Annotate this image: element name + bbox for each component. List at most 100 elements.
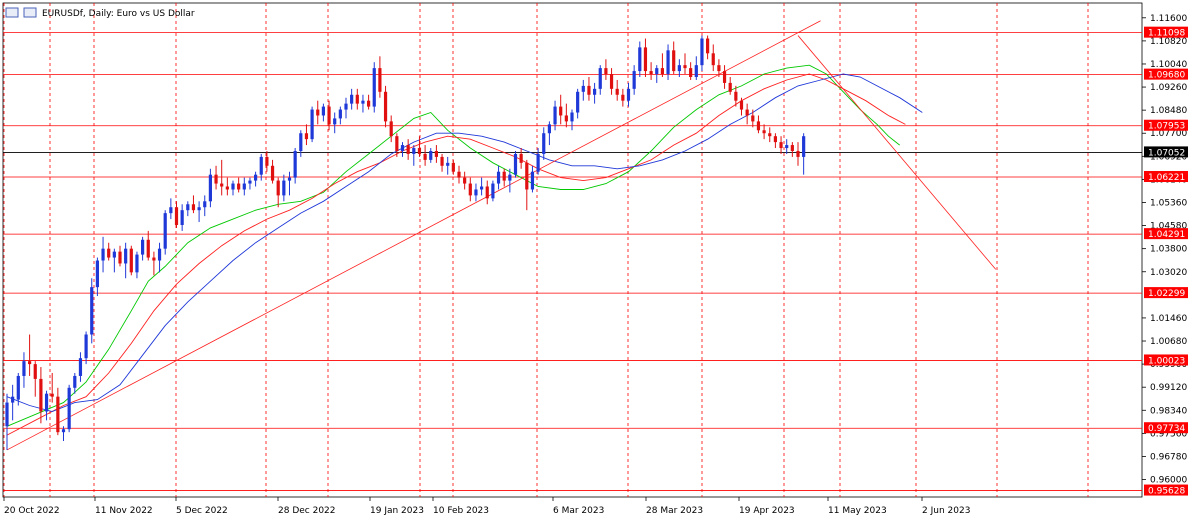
bull-candle: [598, 65, 602, 95]
candle-body: [220, 183, 224, 187]
bull-candle: [208, 168, 212, 208]
bear-candle: [129, 245, 133, 276]
candle-body: [722, 71, 727, 83]
bear-candle: [457, 165, 461, 184]
bear-candle: [711, 44, 715, 72]
bull-candle: [513, 150, 518, 178]
bear-candle: [276, 177, 280, 208]
bull-candle: [350, 88, 354, 110]
price-tick-label: 0.98340: [1150, 406, 1187, 416]
bear-candle: [237, 177, 241, 193]
bull-candle: [78, 352, 83, 382]
candle-body: [429, 150, 433, 160]
trend-line: [797, 35, 997, 270]
price-tick-label: 0.99120: [1150, 383, 1187, 393]
bull-candle: [677, 59, 681, 77]
candle-body: [706, 38, 710, 54]
candle-body: [33, 364, 37, 379]
candle-body: [355, 94, 359, 104]
bear-candle: [389, 115, 393, 143]
candle-body: [78, 358, 83, 376]
bull-candle: [802, 133, 806, 175]
bear-candle: [796, 142, 800, 166]
bull-candle: [576, 88, 580, 119]
bull-candle: [333, 112, 337, 134]
candle-body: [107, 248, 111, 258]
price-tick-label: 1.10820: [1150, 37, 1187, 47]
bear-candle: [265, 150, 269, 172]
candle-body: [576, 91, 580, 113]
bull-candle: [412, 145, 416, 166]
candle-body: [225, 186, 229, 190]
chart-properties-icon[interactable]: [23, 7, 37, 18]
time-tick-label: 10 Feb 2023: [433, 506, 489, 516]
candle-body: [446, 162, 450, 166]
candle-body: [28, 361, 32, 365]
candle-body: [265, 156, 269, 166]
candle-body: [790, 145, 794, 151]
candle-body: [609, 74, 614, 89]
candle-body: [649, 71, 653, 75]
candle-body: [677, 65, 681, 72]
grid-layer: [2, 2, 1143, 498]
candle-body: [536, 153, 540, 172]
bull-candle: [570, 109, 574, 131]
candle-body: [689, 68, 693, 77]
bear-candle: [417, 136, 422, 157]
candle-body: [321, 106, 325, 116]
chart-menu-icon[interactable]: [5, 7, 19, 18]
bear-candle: [395, 133, 399, 157]
bear-candle: [672, 41, 676, 75]
candle-body: [762, 130, 766, 134]
price-tick-label: 1.03020: [1150, 268, 1187, 278]
bull-candle: [180, 204, 184, 231]
candle-body: [480, 186, 484, 190]
candle-body: [756, 121, 761, 131]
candle-body: [146, 239, 150, 258]
candle-body: [400, 145, 405, 151]
bear-candle: [722, 65, 727, 89]
bull-candle: [197, 201, 201, 223]
candle-body: [333, 118, 337, 125]
candle-body: [163, 213, 167, 249]
candle-body: [525, 162, 529, 190]
bull-candle: [101, 236, 105, 273]
level-price-label: 1.07953: [1148, 122, 1185, 132]
bear-candle: [406, 139, 410, 160]
bear-candle: [434, 145, 438, 163]
candle-body: [141, 239, 145, 255]
bull-candle: [496, 165, 501, 190]
candle-body: [604, 68, 608, 75]
candle-body: [406, 145, 410, 154]
candle-body: [129, 248, 133, 273]
bear-candle: [683, 53, 687, 75]
candle-body: [231, 183, 235, 190]
bear-candle: [649, 62, 653, 80]
level-price-label: 0.97734: [1148, 424, 1185, 434]
bull-candle: [259, 153, 263, 181]
level-price-tag: [1144, 228, 1188, 240]
bull-candle: [248, 177, 252, 190]
time-axis: 20 Oct 2022 11 Nov 2022 5 Dec 2022 28 Dec 2…: [3, 497, 970, 516]
bull-candle: [141, 236, 145, 261]
candle-body: [564, 115, 568, 122]
candle-body: [259, 156, 263, 175]
price-tick-label: 0.96780: [1150, 452, 1187, 462]
moving-average-line: [6, 73, 923, 412]
bear-candle: [174, 201, 179, 228]
bull-candle: [124, 242, 128, 279]
plot-frame: [2, 2, 1143, 498]
candle-body: [157, 248, 162, 261]
level-price-tag: [1144, 119, 1188, 131]
level-price-tag: [1144, 484, 1188, 496]
price-tick-label: 1.01460: [1150, 314, 1187, 324]
candle-body: [485, 186, 489, 199]
bull-candle: [694, 56, 698, 80]
bear-candle: [270, 159, 275, 184]
bull-candle: [446, 156, 450, 175]
bear-candle: [706, 35, 710, 60]
price-axis: 1.11600 1.10820 1.10040 1.09260 1.08480 1.077…: [1142, 14, 1188, 497]
bear-candle: [468, 177, 472, 202]
level-price-label: 1.09680: [1148, 71, 1185, 81]
